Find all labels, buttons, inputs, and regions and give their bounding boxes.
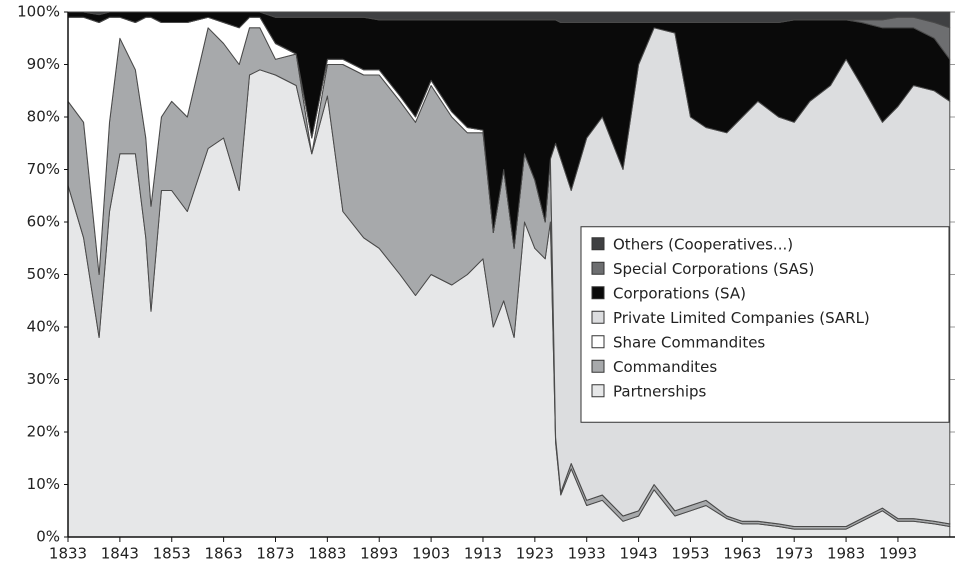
x-tick-label: 1933 [568,545,606,563]
y-tick-label: 50% [27,265,60,283]
x-tick-label: 1843 [101,545,139,563]
legend-swatch [591,237,605,251]
legend-label: Others (Cooperatives...) [613,235,793,253]
y-tick-label: 10% [27,475,60,493]
legend-label: Partnerships [613,382,707,400]
legend-swatch [591,359,605,373]
x-tick-label: 1863 [205,545,243,563]
x-tick-label: 1903 [412,545,450,563]
y-tick-label: 90% [27,55,60,73]
y-tick-label: 30% [27,370,60,388]
x-tick-label: 1853 [153,545,191,563]
y-tick-label: 60% [27,213,60,231]
x-tick-label: 1943 [619,545,657,563]
x-tick-label: 1873 [256,545,294,563]
x-tick-label: 1993 [879,545,917,563]
legend-label: Special Corporations (SAS) [613,260,814,278]
x-tick-label: 1833 [49,545,87,563]
legend-swatch [591,286,605,300]
legend-swatch [591,384,605,398]
x-tick-label: 1963 [723,545,761,563]
x-tick-label: 1953 [671,545,709,563]
x-tick-label: 1983 [827,545,865,563]
area [67,11,951,29]
y-tick-label: 80% [27,108,60,126]
legend-label: Corporations (SA) [613,284,746,302]
legend-swatch [591,310,605,324]
legend-label: Private Limited Companies (SARL) [613,309,870,327]
legend: Others (Cooperatives...) Special Corporat… [580,226,950,423]
legend-box [580,226,950,423]
x-tick-label: 1923 [516,545,554,563]
legend-swatch [591,335,605,349]
x-tick-label: 1913 [464,545,502,563]
legend-label: Commandites [613,358,717,376]
y-tick-label: 70% [27,160,60,178]
x-tick-label: 1973 [775,545,813,563]
legend-label: Share Commandites [613,333,765,351]
y-tick-label: 40% [27,318,60,336]
x-tick-label: 1883 [308,545,346,563]
x-tick-label: 1893 [360,545,398,563]
legend-swatch [591,261,605,275]
y-tick-label: 20% [27,423,60,441]
y-tick-label: 100% [17,3,60,21]
y-tick-label: 0% [36,528,60,546]
